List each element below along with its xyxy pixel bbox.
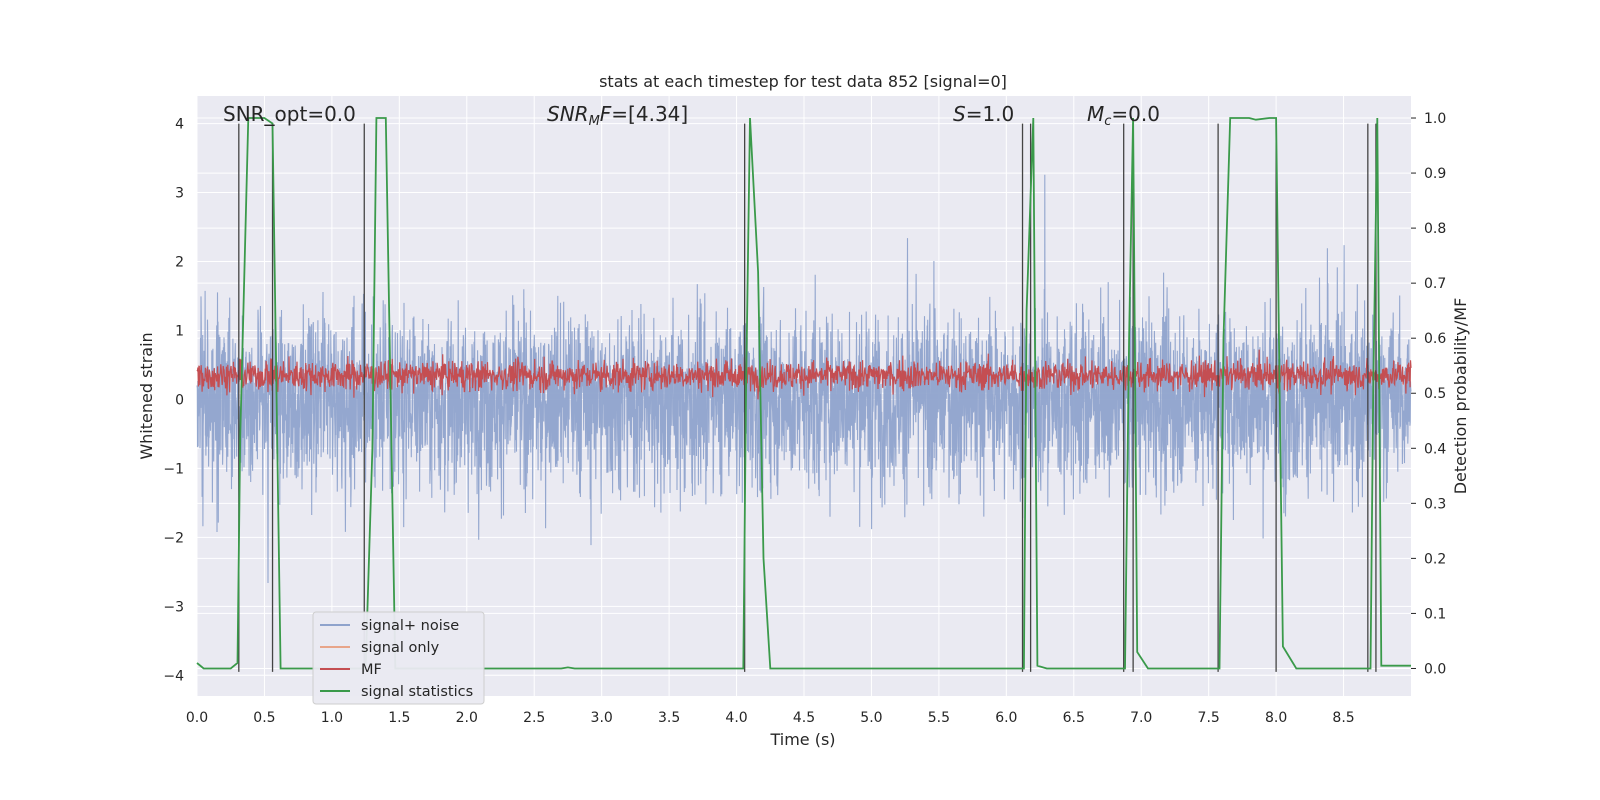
annotation-snr-mf: SNRMF=[4.34]: [547, 102, 688, 129]
x-tick-label: 3.5: [658, 710, 680, 726]
legend: signal+ noise signal only MF signal stat…: [312, 611, 485, 705]
x-tick-label: 8.5: [1332, 710, 1354, 726]
x-tick-label: 2.0: [456, 710, 478, 726]
x-tick-label: 2.5: [523, 710, 545, 726]
right-y-tick-label: 1.0: [1424, 111, 1446, 127]
right-y-tick-label: 0.3: [1424, 496, 1446, 512]
y-tick-label: −4: [163, 668, 184, 684]
y-tick-label: 2: [175, 255, 184, 271]
right-y-tick-labels: 1.0 0.9 0.8 0.7 0.6 0.5 0.4 0.3 0.2 0.1 0.0: [1411, 111, 1446, 677]
legend-label-signal-noise: signal+ noise: [361, 618, 459, 634]
right-y-tick-label: 0.6: [1424, 331, 1446, 347]
signal-noise-line: [196, 174, 1412, 584]
y-tick-label: 0: [175, 392, 184, 408]
mf-series: [196, 349, 1412, 400]
legend-label-signal-only: signal only: [361, 640, 440, 656]
x-tick-labels: 0.0 0.5 1.0 1.5 2.0 2.5 3.0 3.5 4.0 4.5 5.0 5.5 6.0 6…: [186, 710, 1355, 726]
right-y-tick-label: 0.9: [1424, 166, 1446, 182]
right-y-tick-label: 0.8: [1424, 221, 1446, 237]
mf-line: [196, 349, 1412, 400]
y-tick-label: −3: [163, 599, 184, 615]
legend-label-signal-statistics: signal statistics: [361, 684, 473, 700]
right-y-tick-label: 0.7: [1424, 276, 1446, 292]
x-tick-label: 5.5: [928, 710, 950, 726]
x-axis-label: Time (s): [769, 730, 835, 749]
x-tick-label: 4.0: [725, 710, 747, 726]
x-tick-label: 7.5: [1198, 710, 1220, 726]
x-tick-label: 4.5: [793, 710, 815, 726]
chart-title: stats at each timestep for test data 852…: [599, 72, 1007, 91]
annotation-snr-opt: SNR_opt=0.0: [223, 102, 356, 126]
x-tick-label: 6.0: [995, 710, 1017, 726]
x-tick-label: 1.5: [388, 710, 410, 726]
x-tick-label: 0.5: [253, 710, 275, 726]
y-tick-label: 4: [175, 117, 184, 133]
x-tick-label: 1.0: [321, 710, 343, 726]
right-y-tick-label: 0.2: [1424, 551, 1446, 567]
x-tick-label: 0.0: [186, 710, 208, 726]
right-y-tick-label: 0.0: [1424, 661, 1446, 677]
y-tick-label: −1: [163, 461, 184, 477]
x-tick-label: 3.0: [591, 710, 613, 726]
annotation-mc: Mc=0.0: [1087, 102, 1160, 129]
legend-label-mf: MF: [361, 662, 382, 678]
x-tick-label: 6.5: [1063, 710, 1085, 726]
y-tick-label: 3: [175, 186, 184, 202]
y-axis-label: Whitened strain: [137, 332, 156, 459]
right-y-tick-label: 0.5: [1424, 386, 1446, 402]
right-y-tick-label: 0.1: [1424, 606, 1446, 622]
right-y-tick-label: 0.4: [1424, 441, 1446, 457]
legend-box: [312, 611, 485, 705]
x-tick-label: 5.0: [860, 710, 882, 726]
y-tick-label: 1: [175, 323, 184, 339]
y-tick-label: −2: [163, 530, 184, 546]
x-tick-label: 7.0: [1130, 710, 1152, 726]
right-y-axis-label: Detection probability/MF: [1451, 298, 1470, 495]
y-tick-labels: 4 3 2 1 0 −1 −2 −3 −4: [163, 117, 184, 685]
x-tick-label: 8.0: [1265, 710, 1287, 726]
annotation-s: S=1.0: [953, 102, 1014, 126]
signal-noise-series: [196, 174, 1412, 584]
